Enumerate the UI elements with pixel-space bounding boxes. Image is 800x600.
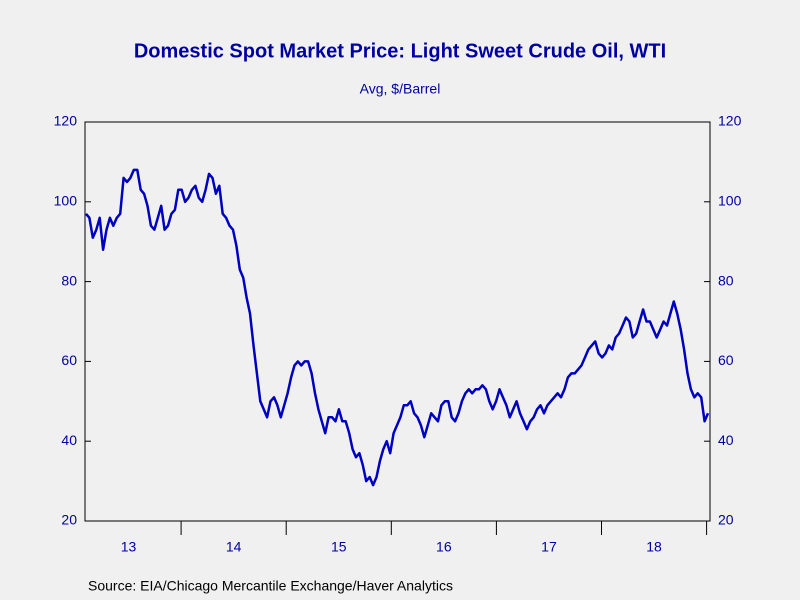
y-tick-label: 100 <box>54 193 78 209</box>
y-tick-label: 80 <box>61 272 77 288</box>
source-note: Source: EIA/Chicago Mercantile Exchange/… <box>88 578 453 594</box>
chart-subtitle: Avg, $/Barrel <box>360 81 441 97</box>
x-tick-label: 17 <box>541 539 557 555</box>
chart-title: Domestic Spot Market Price: Light Sweet … <box>134 40 666 62</box>
x-tick-label: 15 <box>331 539 347 555</box>
y2-tick-label: 80 <box>718 272 734 288</box>
y2-tick-label: 120 <box>718 113 742 129</box>
x-tick-label: 16 <box>436 539 452 555</box>
plot-frame <box>84 121 711 522</box>
y2-tick-label: 100 <box>718 193 742 209</box>
x-tick-label: 13 <box>121 539 137 555</box>
y-tick-label: 40 <box>61 432 77 448</box>
y2-tick-label: 20 <box>718 512 734 528</box>
y-tick-label: 20 <box>61 512 77 528</box>
x-tick-label: 18 <box>646 539 662 555</box>
price-line <box>85 168 710 487</box>
y2-tick-label: 60 <box>718 352 734 368</box>
y-tick-label: 120 <box>54 113 78 129</box>
y-tick-label: 60 <box>61 352 77 368</box>
y2-tick-label: 40 <box>718 432 734 448</box>
x-tick-label: 14 <box>226 539 242 555</box>
